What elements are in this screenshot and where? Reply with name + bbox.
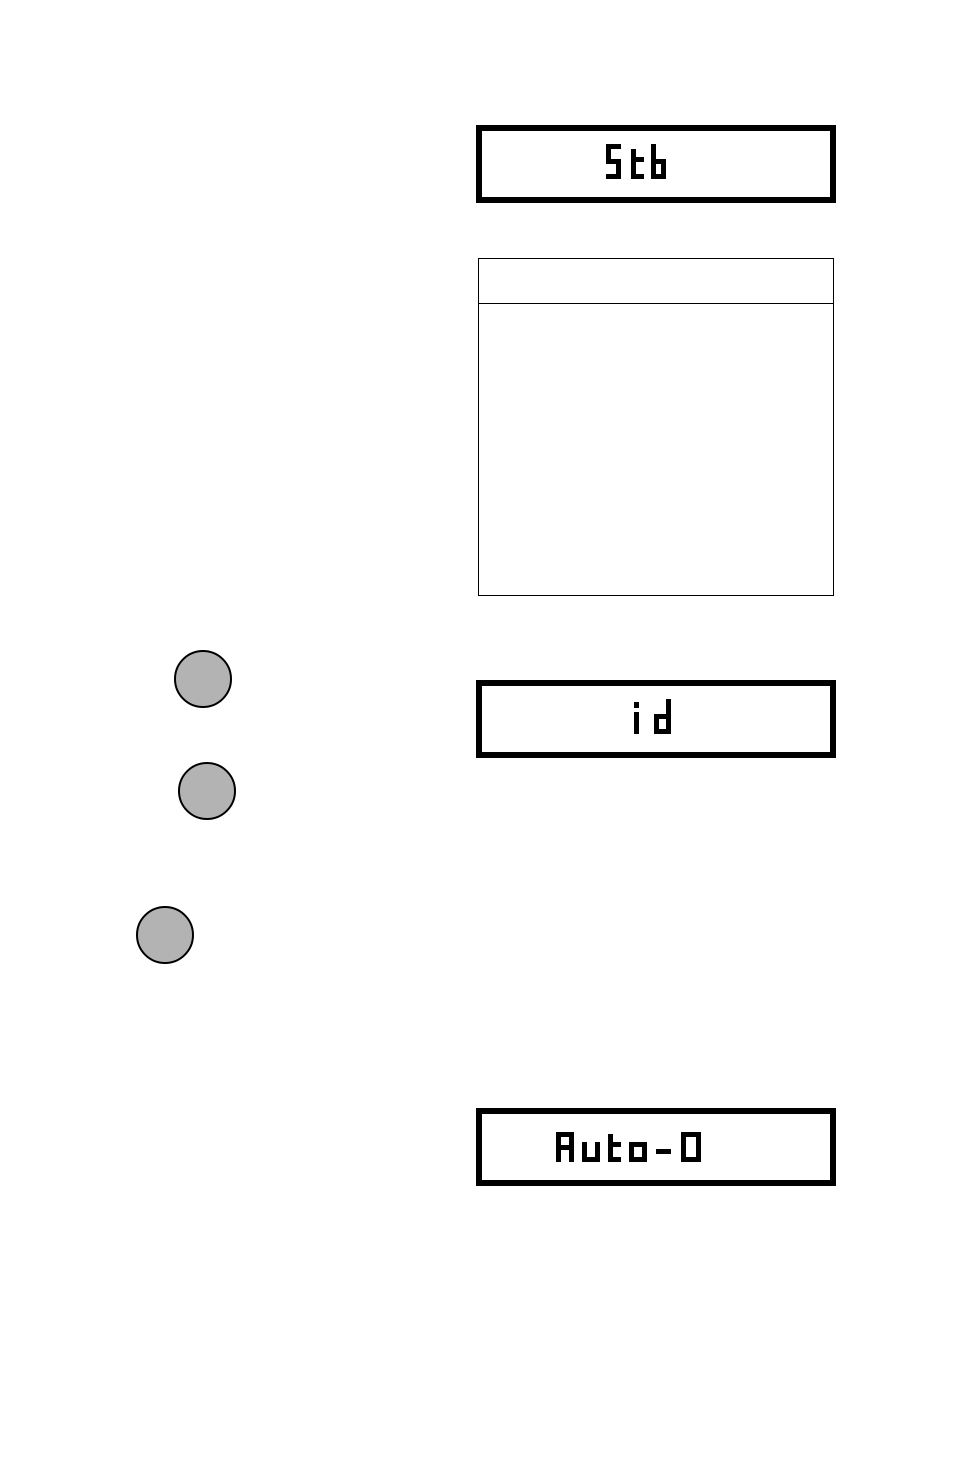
display-auto-o [476,1108,836,1186]
lcd-text-stb [596,139,716,189]
circle-button-3[interactable] [136,906,194,964]
circle-button-1[interactable] [174,650,232,708]
display-stb [476,125,836,203]
lcd-text-id [616,694,696,744]
circle-button-2[interactable] [178,762,236,820]
panel-header-divider [479,303,833,304]
blank-panel [478,258,834,596]
lcd-text-auto-o [546,1122,766,1172]
display-id [476,680,836,758]
